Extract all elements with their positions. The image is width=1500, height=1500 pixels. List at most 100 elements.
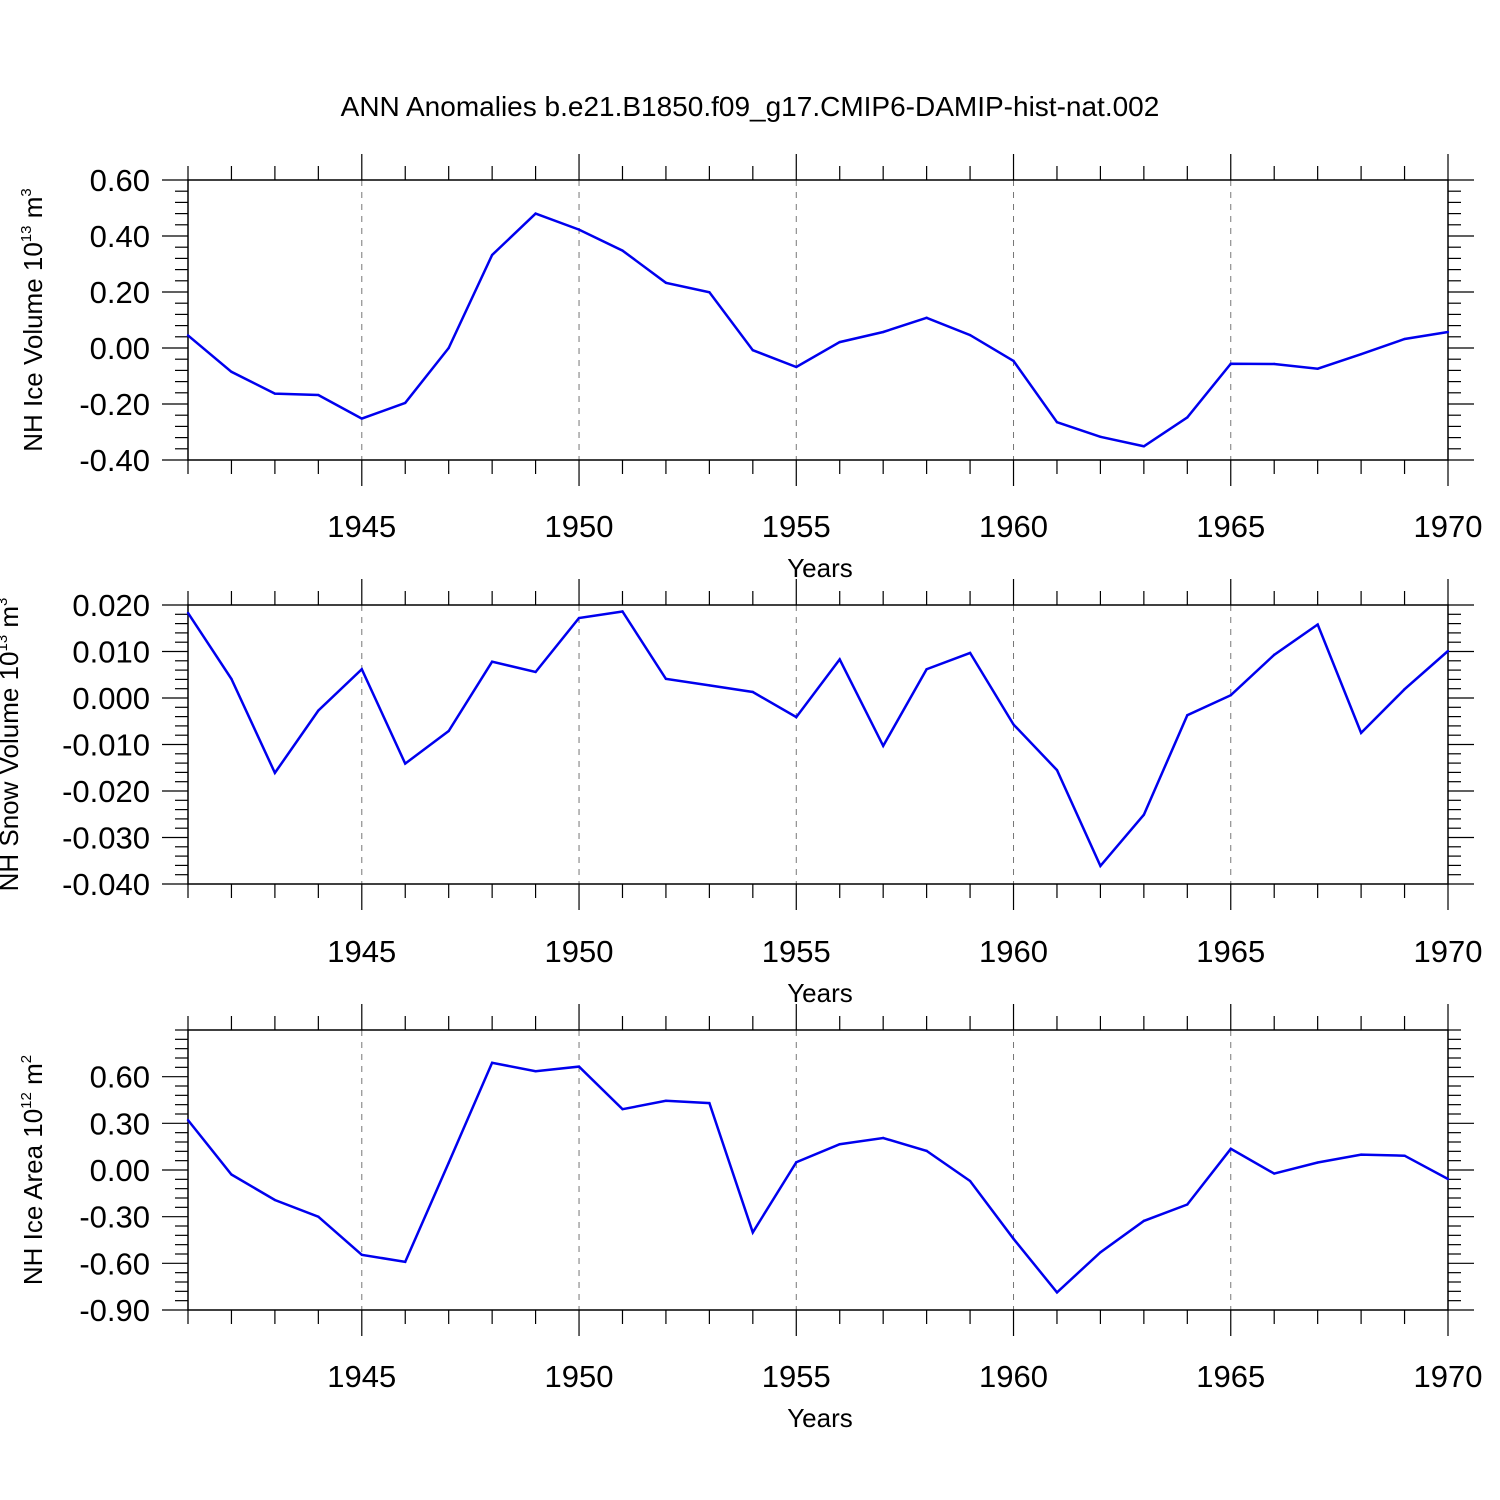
x-tick-label: 1965 [1196, 934, 1265, 969]
y-tick-label: 0.020 [72, 588, 150, 623]
data-point [447, 346, 450, 350]
y-tick-label: 0.000 [72, 681, 150, 716]
y-axis-label: NH Ice Area 1012 m2 [18, 1055, 48, 1285]
data-point [1359, 352, 1363, 356]
data-point [186, 1118, 190, 1122]
data-point [230, 1173, 233, 1176]
data-point [1142, 1219, 1146, 1223]
data-point [838, 658, 841, 661]
data-point [1403, 337, 1406, 341]
data-point [664, 281, 668, 284]
data-point [751, 1231, 755, 1234]
data-point [1055, 421, 1059, 424]
data-point [881, 1136, 885, 1140]
x-tick-label: 1970 [1414, 1359, 1483, 1394]
data-point [273, 392, 277, 395]
x-tick-label: 1955 [762, 509, 831, 544]
data-point [404, 401, 407, 405]
data-point [838, 1142, 841, 1146]
data-point [577, 228, 581, 231]
data-point [795, 1161, 798, 1164]
x-tick-label: 1955 [762, 934, 831, 969]
x-tick-label: 1970 [1414, 509, 1483, 544]
y-axis-label: NH Ice Volume 1013 m3 [18, 188, 48, 451]
data-point [1142, 813, 1146, 816]
data-point [1186, 714, 1189, 717]
x-axis-label: Years [787, 1403, 853, 1433]
y-tick-label: -0.60 [79, 1246, 150, 1281]
y-tick-label: 0.00 [90, 1153, 150, 1188]
data-point [186, 334, 190, 337]
x-tick-label: 1960 [979, 1359, 1048, 1394]
data-point [621, 1107, 624, 1111]
y-tick-label: 0.60 [90, 1060, 150, 1095]
data-point [317, 1215, 320, 1218]
data-point [404, 762, 407, 765]
data-point [404, 1260, 407, 1264]
x-axis-label: Years [787, 978, 853, 1008]
data-point [664, 1099, 668, 1102]
data-point [447, 1161, 450, 1165]
x-tick-label: 1950 [545, 934, 614, 969]
plot-frame [187, 179, 1449, 461]
y-tick-label: -0.030 [62, 821, 150, 856]
ice-volume-panel: -0.40 -0.20 0.00 0.20 0.40 0.60 1945 1950 1955 19… [18, 154, 1482, 583]
data-point [708, 291, 711, 294]
data-point [317, 709, 320, 712]
x-tick-label: 1945 [327, 509, 396, 544]
data-point [273, 1198, 277, 1202]
data-point [925, 316, 928, 319]
data-point [751, 349, 755, 352]
x-tick-label: 1945 [327, 1359, 396, 1394]
data-point [795, 365, 798, 369]
x-axis-label: Years [787, 553, 853, 583]
y-axis-label: NH Snow Volume 1013 m3 [0, 598, 24, 892]
ice-area-panel: -0.90 -0.60 -0.30 0.00 0.30 0.60 1945 1950 1955 1… [18, 1004, 1482, 1433]
x-tick-label: 1950 [545, 509, 614, 544]
data-point [1229, 694, 1232, 697]
data-point [360, 417, 363, 420]
y-tick-label: -0.30 [79, 1200, 150, 1235]
data-point [577, 616, 581, 620]
y-tick-label: -0.020 [62, 774, 150, 809]
x-tick-label: 1960 [979, 509, 1048, 544]
data-point [360, 1253, 363, 1256]
x-tick-label: 1970 [1414, 934, 1483, 969]
data-point [360, 667, 363, 671]
data-point [1229, 1147, 1232, 1151]
data-point [1229, 362, 1232, 365]
y-tick-label: 0.40 [90, 219, 150, 254]
data-point [1273, 362, 1276, 366]
data-point [230, 677, 233, 681]
data-point [621, 610, 624, 613]
data-point [186, 611, 190, 615]
data-point [751, 690, 755, 694]
y-tick-label: 0.00 [90, 331, 150, 366]
data-point [317, 393, 320, 397]
data-point [1446, 1177, 1450, 1181]
data-point [577, 1065, 581, 1068]
data-point [490, 1061, 494, 1065]
data-point [1012, 1237, 1015, 1240]
y-tick-label: -0.40 [79, 443, 150, 478]
data-point [708, 684, 711, 687]
data-point [1055, 768, 1059, 772]
data-point [1099, 435, 1102, 438]
data-point [1099, 1251, 1102, 1254]
data-point [447, 729, 450, 733]
data-point [534, 212, 537, 215]
data-point [490, 253, 494, 257]
data-point [1012, 723, 1015, 726]
series-line [186, 610, 1449, 869]
data-point [1316, 367, 1319, 370]
data-point [881, 744, 885, 748]
data-point [490, 660, 494, 663]
y-tick-label: -0.040 [62, 867, 150, 902]
data-point [968, 651, 972, 655]
data-point [1316, 1161, 1319, 1164]
data-point [925, 667, 928, 671]
y-tick-label: -0.90 [79, 1293, 150, 1328]
data-point [1186, 416, 1189, 419]
figure-title: ANN Anomalies b.e21.B1850.f09_g17.CMIP6-… [341, 91, 1160, 122]
